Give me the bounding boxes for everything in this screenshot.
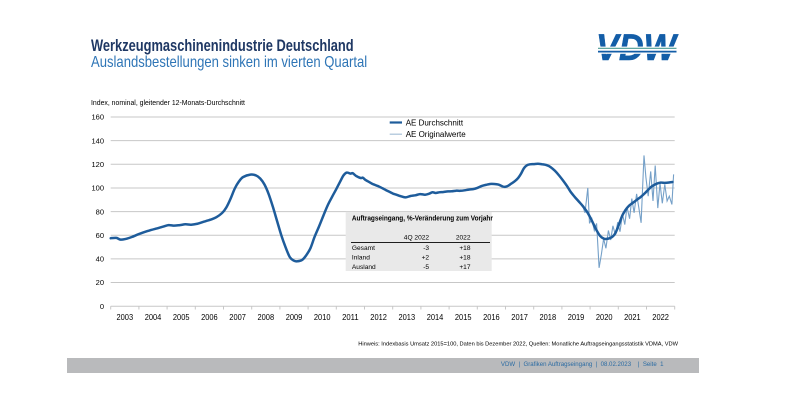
svg-text:2019: 2019 bbox=[568, 312, 585, 322]
svg-text:20: 20 bbox=[96, 278, 104, 287]
svg-text:100: 100 bbox=[91, 184, 104, 193]
svg-text:140: 140 bbox=[91, 136, 104, 145]
svg-text:2010: 2010 bbox=[314, 312, 331, 322]
svg-text:+18: +18 bbox=[459, 254, 471, 261]
svg-text:4Q 2022: 4Q 2022 bbox=[404, 235, 430, 242]
svg-text:2018: 2018 bbox=[540, 312, 557, 322]
svg-text:Auftragseingang, %-Veränderung: Auftragseingang, %-Veränderung zum Vorja… bbox=[352, 216, 493, 223]
svg-text:2014: 2014 bbox=[427, 312, 444, 322]
svg-text:120: 120 bbox=[91, 160, 104, 169]
svg-text:2016: 2016 bbox=[483, 312, 500, 322]
svg-text:2012: 2012 bbox=[370, 312, 387, 322]
svg-text:Ausland: Ausland bbox=[352, 264, 376, 271]
svg-text:2004: 2004 bbox=[145, 312, 162, 322]
svg-text:2008: 2008 bbox=[258, 312, 275, 322]
svg-text:2005: 2005 bbox=[173, 312, 190, 322]
svg-text:2015: 2015 bbox=[455, 312, 472, 322]
svg-text:+18: +18 bbox=[459, 245, 471, 252]
svg-text:0: 0 bbox=[100, 302, 104, 311]
svg-text:-5: -5 bbox=[423, 264, 429, 271]
svg-text:Index, nominal, gleitender 12-: Index, nominal, gleitender 12-Monats-Dur… bbox=[91, 100, 245, 107]
svg-text:2009: 2009 bbox=[286, 312, 303, 322]
svg-text:2021: 2021 bbox=[624, 312, 641, 322]
svg-text:Hinweis: Indexbasis Umsatz 201: Hinweis: Indexbasis Umsatz 2015=100, Dat… bbox=[358, 342, 678, 348]
svg-text:80: 80 bbox=[96, 207, 104, 216]
svg-text:2017: 2017 bbox=[511, 312, 528, 322]
svg-text:2013: 2013 bbox=[399, 312, 416, 322]
svg-text:+2: +2 bbox=[422, 254, 430, 261]
svg-text:2003: 2003 bbox=[117, 312, 134, 322]
svg-text:AE Durchschnitt: AE Durchschnitt bbox=[406, 118, 464, 127]
svg-text:AE Originalwerte: AE Originalwerte bbox=[406, 130, 467, 139]
svg-text:160: 160 bbox=[91, 113, 104, 122]
svg-text:Inland: Inland bbox=[352, 254, 370, 261]
svg-text:2006: 2006 bbox=[201, 312, 218, 322]
svg-text:2011: 2011 bbox=[342, 312, 359, 322]
svg-text:40: 40 bbox=[96, 255, 104, 264]
svg-text:2020: 2020 bbox=[596, 312, 613, 322]
svg-text:2022: 2022 bbox=[456, 235, 471, 242]
svg-text:-3: -3 bbox=[423, 245, 429, 252]
svg-text:+17: +17 bbox=[459, 264, 471, 271]
svg-text:2022: 2022 bbox=[652, 312, 669, 322]
svg-text:Gesamt: Gesamt bbox=[352, 245, 375, 252]
svg-text:2007: 2007 bbox=[229, 312, 246, 322]
svg-text:60: 60 bbox=[96, 231, 104, 240]
